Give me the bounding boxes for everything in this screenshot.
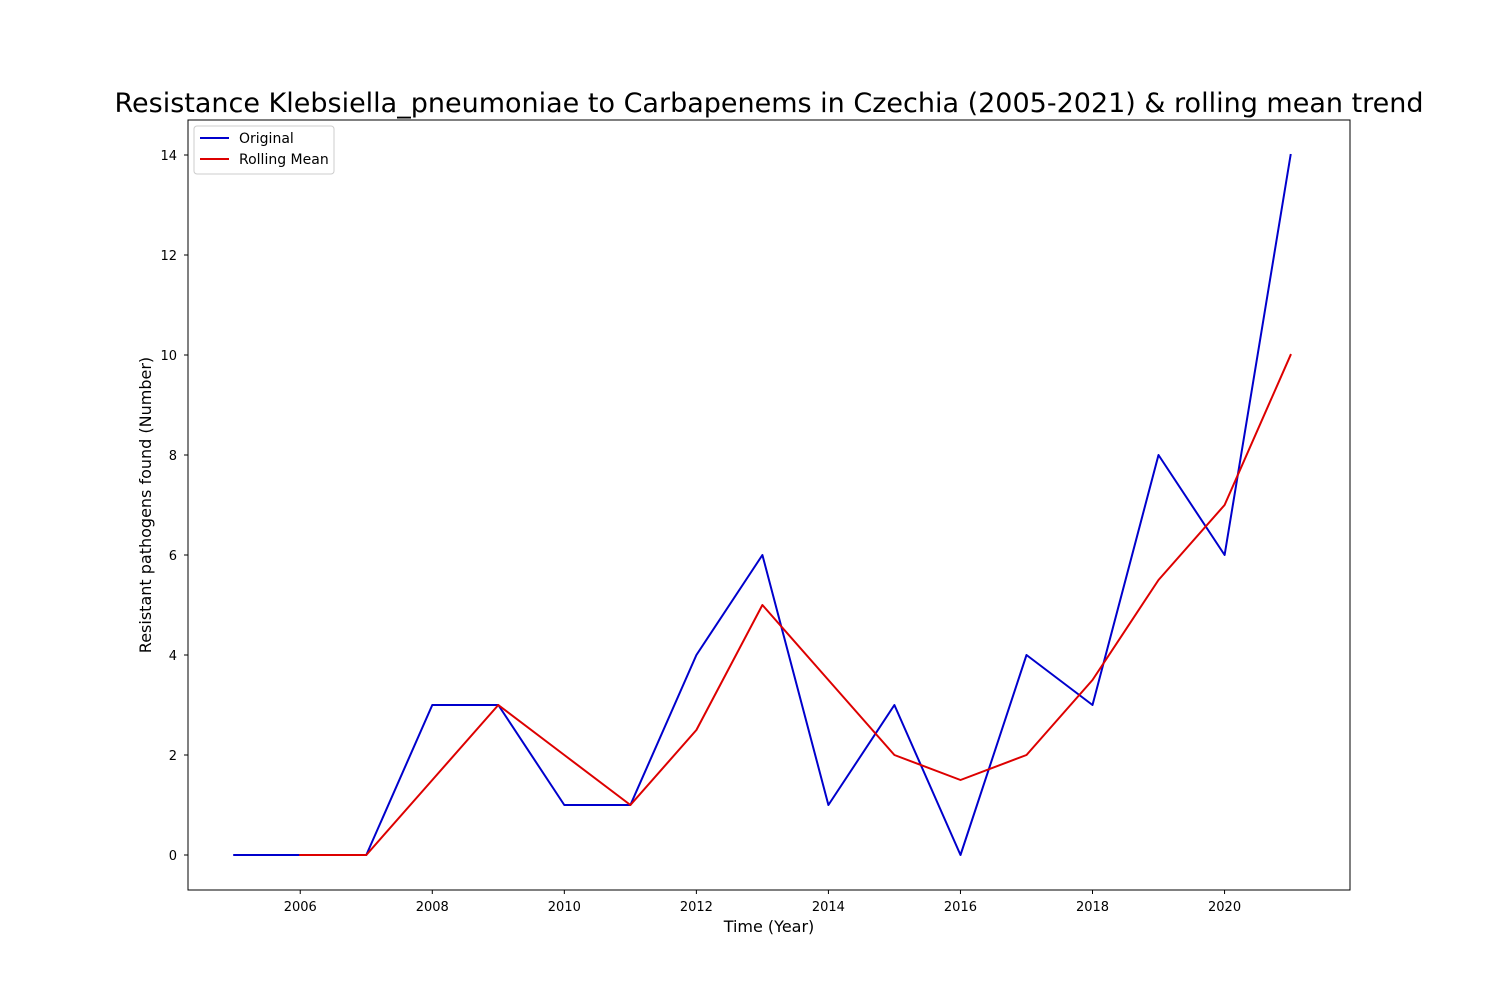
y-tick-label: 0 [169, 849, 177, 864]
x-tick-label: 2010 [548, 900, 581, 915]
x-axis-ticks: 2006 2008 2010 2012 2014 2016 2018 2020 [284, 890, 1241, 915]
y-axis-label: Resistant pathogens found (Number) [136, 357, 155, 653]
y-tick-label: 14 [160, 149, 177, 164]
x-tick-label: 2012 [680, 900, 713, 915]
y-tick-label: 2 [169, 749, 177, 764]
series-line-original [233, 153, 1292, 856]
legend: Original Rolling Mean [193, 125, 335, 175]
x-axis-label: Time (Year) [723, 917, 815, 936]
legend-entry: Original [239, 131, 294, 147]
y-tick-label: 4 [169, 649, 177, 664]
x-tick-label: 2018 [1076, 900, 1109, 915]
y-tick-label: 12 [160, 249, 177, 264]
plot-area-frame [187, 119, 1351, 891]
y-tick-label: 6 [169, 549, 177, 564]
x-tick-label: 2016 [944, 900, 977, 915]
x-tick-label: 2020 [1208, 900, 1241, 915]
x-tick-label: 2014 [812, 900, 845, 915]
x-tick-label: 2008 [416, 900, 449, 915]
x-tick-label: 2006 [284, 900, 317, 915]
legend-entry: Rolling Mean [239, 152, 329, 168]
chart-title: Resistance Klebsiella_pneumoniae to Carb… [114, 88, 1423, 119]
series-line-rolling-mean [299, 353, 1292, 856]
series-layer [233, 153, 1292, 856]
y-tick-label: 10 [160, 349, 177, 364]
y-tick-label: 8 [169, 449, 177, 464]
y-axis-ticks: 0 2 4 6 8 10 12 14 [160, 149, 188, 864]
